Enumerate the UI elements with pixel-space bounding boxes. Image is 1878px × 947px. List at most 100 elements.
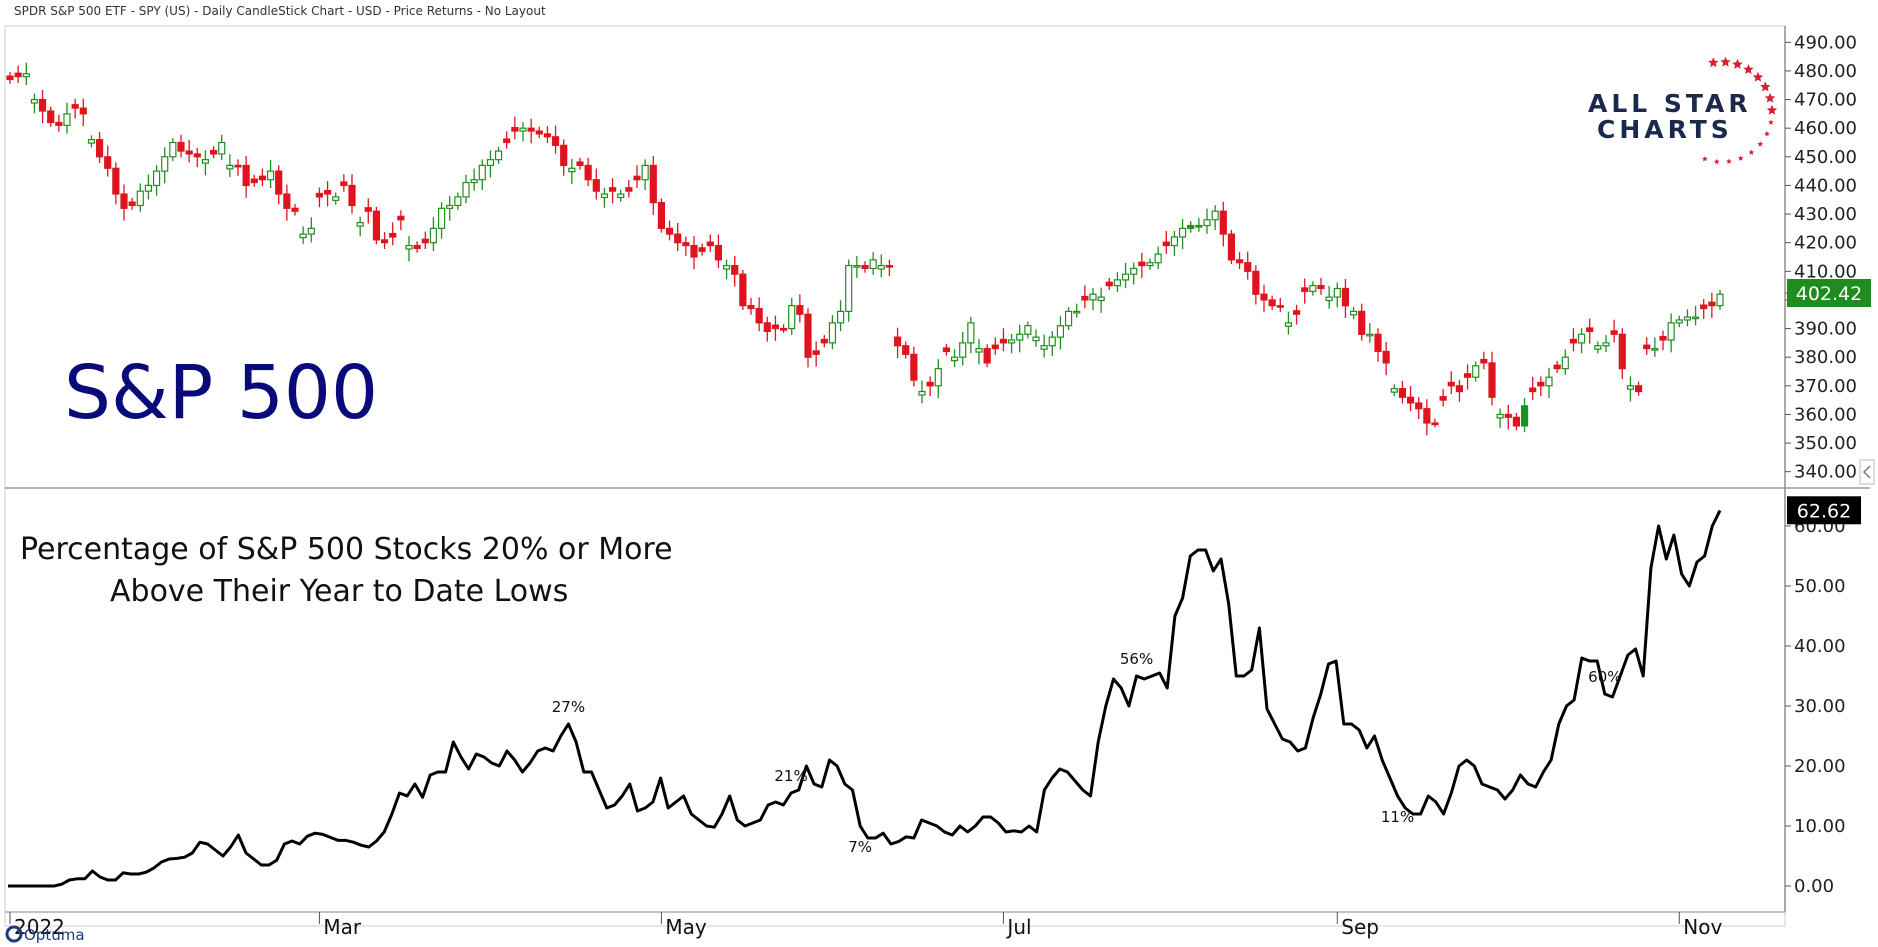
logo-line2: CHARTS: [1597, 115, 1733, 144]
candle: [576, 157, 584, 170]
candle: [291, 204, 299, 216]
candle: [1708, 292, 1716, 318]
candle: [1089, 288, 1097, 311]
candle: [226, 154, 234, 178]
candle: [332, 192, 340, 205]
candle: [364, 198, 372, 224]
candle: [1447, 371, 1455, 395]
candle: [690, 236, 698, 270]
star-icon: [1768, 119, 1774, 125]
candle: [454, 192, 462, 210]
chevron-left-icon[interactable]: [1862, 465, 1871, 479]
candle: [967, 316, 975, 354]
price-tick-label: 460.00: [1794, 118, 1857, 139]
optuma-label: Optuma: [24, 926, 85, 944]
candle: [1252, 265, 1260, 305]
candle: [1113, 272, 1122, 292]
candle: [747, 297, 755, 315]
panel-resize-handle[interactable]: [1859, 459, 1875, 485]
candle: [1146, 258, 1154, 270]
price-tick-label: 390.00: [1794, 319, 1857, 340]
x-tick-label: Mar: [323, 915, 362, 939]
candle: [161, 147, 169, 184]
price-panel-title: S&P 500: [64, 350, 378, 436]
candle: [193, 147, 201, 168]
logo-line1: ALL STAR: [1588, 89, 1752, 118]
candle: [641, 159, 649, 191]
candle: [30, 93, 39, 114]
candle: [877, 254, 885, 278]
star-icon: [1748, 149, 1755, 155]
candle: [535, 126, 543, 139]
candle: [389, 222, 397, 246]
candle: [543, 126, 552, 144]
candle: [1260, 284, 1268, 313]
candle: [991, 337, 999, 355]
candle: [1577, 328, 1586, 354]
candle: [714, 234, 723, 269]
candle: [397, 210, 405, 231]
candle: [1276, 297, 1284, 312]
price-tick-label: 450.00: [1794, 147, 1857, 168]
star-icon: [1757, 141, 1764, 147]
candle: [1366, 323, 1374, 343]
candle: [405, 236, 413, 262]
candle: [63, 102, 71, 134]
star-icon: [1737, 155, 1744, 161]
star-icon: [1732, 58, 1743, 69]
price-tick-label: 340.00: [1794, 462, 1857, 483]
candle: [250, 174, 258, 187]
candle: [1064, 307, 1073, 330]
candle: [503, 131, 511, 149]
candle: [1235, 252, 1244, 270]
svg-text:402.42: 402.42: [1796, 283, 1862, 305]
candle: [6, 71, 14, 84]
chart-header-title: SPDR S&P 500 ETF - SPY (US) - Daily Cand…: [14, 4, 546, 18]
candle: [665, 220, 674, 241]
candle: [315, 187, 324, 208]
candle: [633, 165, 641, 189]
candle: [1569, 328, 1578, 352]
candle: [136, 183, 144, 212]
candle: [1203, 208, 1211, 234]
candle: [812, 341, 820, 367]
candle: [380, 232, 389, 249]
candle: [1333, 282, 1341, 308]
indicator-title-line1: Percentage of S&P 500 Stocks 20% or More: [20, 532, 673, 567]
candle: [1358, 303, 1366, 341]
star-icon: [1708, 57, 1719, 68]
candle: [1423, 399, 1431, 436]
candle: [1227, 229, 1236, 265]
candle: [1187, 221, 1195, 233]
candle: [1553, 360, 1561, 373]
candle: [201, 150, 210, 176]
candle: [478, 159, 486, 191]
candle: [1675, 315, 1683, 328]
star-icon: [1726, 158, 1732, 164]
candle: [348, 174, 356, 214]
candle: [560, 139, 568, 176]
candle: [1162, 230, 1170, 254]
peak-annotation: 27%: [552, 698, 585, 716]
candle: [1301, 278, 1309, 304]
price-tick-label: 370.00: [1794, 376, 1857, 397]
candle: [1309, 281, 1317, 296]
candle: [1496, 408, 1504, 429]
candle: [1154, 246, 1162, 270]
candle: [1195, 217, 1203, 232]
candle: [1618, 328, 1626, 379]
candle: [169, 138, 177, 162]
candle: [1626, 376, 1635, 402]
candle: [1659, 330, 1667, 351]
candle: [1024, 321, 1032, 339]
candle: [918, 380, 926, 404]
candle: [38, 90, 47, 124]
candle: [299, 226, 307, 244]
price-last-value-tag: 402.42: [1787, 279, 1871, 308]
pct-tick-label: 40.00: [1794, 636, 1846, 657]
peak-annotation: 56%: [1120, 650, 1153, 668]
candle: [511, 116, 519, 140]
candle: [218, 134, 226, 161]
